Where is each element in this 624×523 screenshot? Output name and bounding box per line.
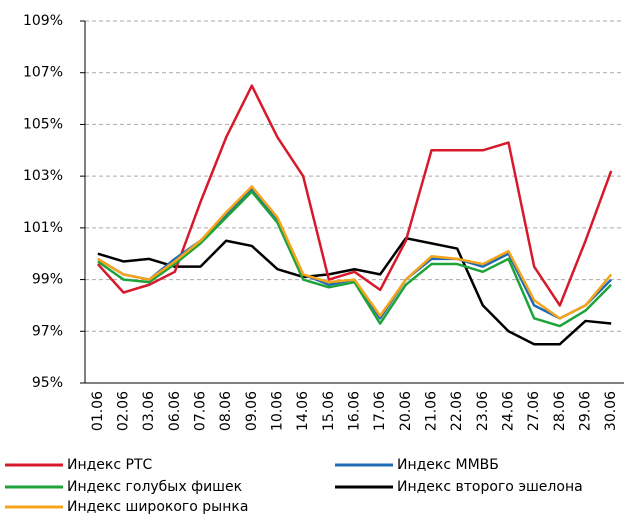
y-tick-label: 95%: [32, 375, 63, 391]
y-tick-label: 105%: [23, 116, 63, 132]
x-tick-label: 21.06: [424, 391, 440, 431]
legend-label: Индекс широкого рынка: [67, 499, 248, 515]
series-line: [97, 190, 613, 328]
x-tick-label: 14.06: [295, 391, 311, 431]
y-tick-label: 107%: [23, 65, 63, 81]
y-tick-label: 101%: [23, 220, 63, 236]
x-tick-label: 17.06: [372, 391, 388, 431]
x-tick-label: 20.06: [398, 391, 414, 431]
x-tick-label: 09.06: [244, 391, 260, 431]
series-line: [96, 84, 613, 307]
x-tick-label: 03.06: [141, 391, 157, 431]
series-line: [97, 185, 613, 320]
x-tick-label: 15.06: [321, 391, 337, 431]
legend-label: Индекс РТС: [67, 457, 153, 473]
x-tick-label: 01.06: [90, 391, 106, 431]
x-tick-label: 29.06: [578, 391, 594, 431]
x-tick-label: 07.06: [193, 391, 209, 431]
x-tick-label: 22.06: [449, 391, 465, 431]
x-tick-label: 08.06: [218, 391, 234, 431]
x-tick-label: 27.06: [526, 391, 542, 431]
x-tick-label: 24.06: [501, 391, 517, 431]
y-tick-label: 97%: [32, 323, 63, 339]
x-tick-label: 16.06: [347, 391, 363, 431]
legend-label: Индекс голубых фишек: [67, 479, 242, 495]
y-tick-label: 109%: [23, 13, 63, 29]
x-tick-label: 10.06: [270, 391, 286, 431]
series-line: [97, 236, 612, 346]
y-tick-label: 103%: [23, 168, 63, 184]
x-tick-label: 28.06: [552, 391, 568, 431]
legend-label: Индекс второго эшелона: [397, 479, 583, 495]
x-tick-label: 23.06: [475, 391, 491, 431]
legend-label: Индекс ММВБ: [397, 457, 499, 473]
x-tick-label: 30.06: [603, 391, 619, 431]
y-tick-label: 99%: [32, 272, 63, 288]
x-tick-label: 06.06: [167, 391, 183, 431]
x-tick-label: 02.06: [116, 391, 132, 431]
